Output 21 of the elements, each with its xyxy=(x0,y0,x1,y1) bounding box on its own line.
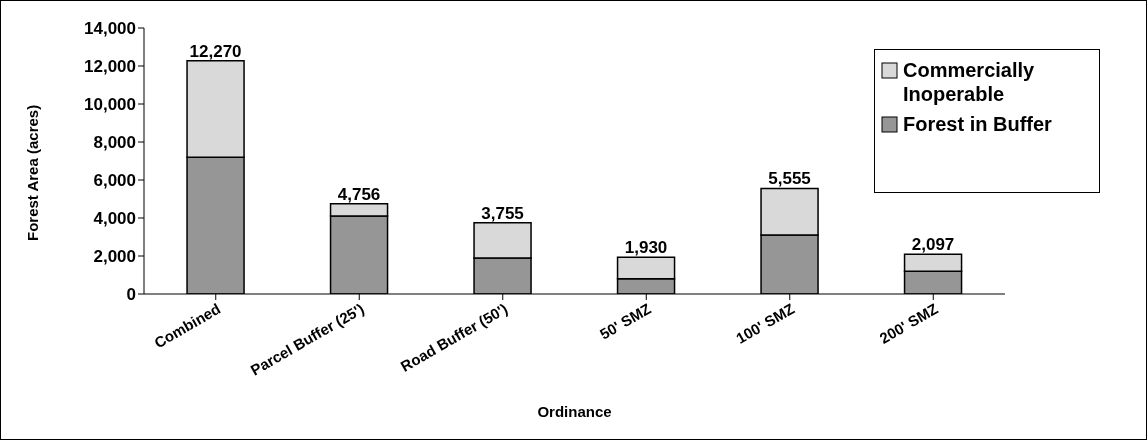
y-axis-title: Forest Area (acres) xyxy=(24,104,42,241)
total-label: 5,555 xyxy=(768,169,811,189)
x-tick-label: 200' SMZ xyxy=(876,299,941,347)
y-tick-label: 4,000 xyxy=(93,209,136,229)
y-tick-label: 8,000 xyxy=(93,133,136,153)
y-tick-label: 2,000 xyxy=(93,247,136,267)
y-tick-label: 10,000 xyxy=(84,95,136,115)
total-label: 2,097 xyxy=(911,235,955,255)
y-tick-label: 12,000 xyxy=(84,57,136,77)
y-tick-label: 14,000 xyxy=(84,19,136,39)
x-tick-label: 50' SMZ xyxy=(596,299,654,343)
total-label: 1,930 xyxy=(624,238,668,258)
x-axis-title: Ordinance xyxy=(537,403,612,420)
total-label: 12,270 xyxy=(189,41,242,61)
total-label: 3,755 xyxy=(481,203,524,223)
y-tick-label: 6,000 xyxy=(93,171,136,191)
legend-label: Commercially Inoperable xyxy=(903,58,1036,106)
x-tick-label: 100' SMZ xyxy=(732,299,798,347)
total-label: 4,756 xyxy=(337,184,381,204)
y-tick-label: 0 xyxy=(126,285,136,305)
legend-label: Forest in Buffer xyxy=(903,112,1052,136)
